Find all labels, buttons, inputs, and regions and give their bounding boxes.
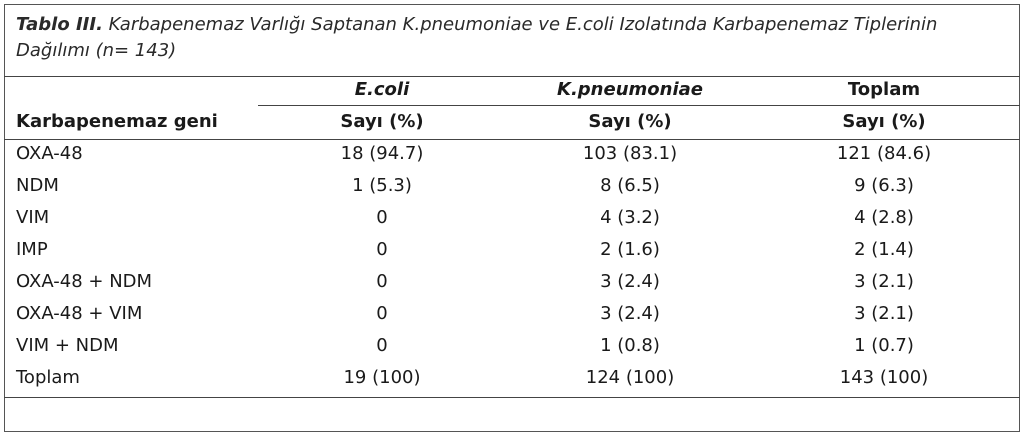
- subheader-kpneumoniae: Sayı (%): [588, 111, 672, 132]
- row-value-kpneumoniae: 3 (2.4): [600, 303, 660, 324]
- row-value-ecoli: 19 (100): [343, 367, 421, 388]
- table-caption: Tablo III. Karbapenemaz Varlığı Saptanan…: [16, 12, 1006, 64]
- row-value-ecoli: 0: [376, 335, 388, 356]
- row-gene: VIM + NDM: [16, 335, 119, 356]
- row-gene: OXA-48: [16, 143, 83, 164]
- caption-lead: Tablo III.: [16, 14, 103, 35]
- row-value-ecoli: 0: [376, 303, 388, 324]
- row-value-total: 3 (2.1): [854, 303, 914, 324]
- row-value-total: 9 (6.3): [854, 175, 914, 196]
- table-frame: [4, 4, 1020, 432]
- row-value-ecoli: 0: [376, 271, 388, 292]
- caption-text: Karbapenemaz Varlığı Saptanan K.pneumoni…: [16, 14, 938, 61]
- row-gene: NDM: [16, 175, 59, 196]
- row-value-ecoli: 1 (5.3): [352, 175, 412, 196]
- row-header-label: Karbapenemaz geni: [16, 111, 218, 132]
- subheader-total: Sayı (%): [842, 111, 926, 132]
- row-value-total: 1 (0.7): [854, 335, 914, 356]
- row-value-kpneumoniae: 4 (3.2): [600, 207, 660, 228]
- row-value-kpneumoniae: 3 (2.4): [600, 271, 660, 292]
- row-gene: IMP: [16, 239, 48, 260]
- row-value-total: 2 (1.4): [854, 239, 914, 260]
- row-value-kpneumoniae: 8 (6.5): [600, 175, 660, 196]
- row-gene: VIM: [16, 207, 50, 228]
- row-value-ecoli: 18 (94.7): [340, 143, 424, 164]
- row-value-total: 143 (100): [839, 367, 929, 388]
- subheader-ecoli: Sayı (%): [340, 111, 424, 132]
- row-value-kpneumoniae: 124 (100): [585, 367, 675, 388]
- rule-group-header: [258, 105, 1020, 106]
- row-value-total: 3 (2.1): [854, 271, 914, 292]
- group-header-ecoli: E.coli: [354, 79, 410, 100]
- group-header-total: Toplam: [847, 79, 921, 100]
- rule-header-bottom: [4, 139, 1020, 140]
- row-gene-total: Toplam: [16, 367, 80, 388]
- row-value-kpneumoniae: 2 (1.6): [600, 239, 660, 260]
- rule-bottom: [4, 397, 1020, 398]
- row-value-kpneumoniae: 1 (0.8): [600, 335, 660, 356]
- row-gene: OXA-48 + NDM: [16, 271, 153, 292]
- row-value-total: 121 (84.6): [836, 143, 932, 164]
- group-header-kpneumoniae: K.pneumoniae: [557, 79, 703, 100]
- rule-top: [4, 76, 1020, 77]
- row-gene: OXA-48 + VIM: [16, 303, 143, 324]
- row-value-total: 4 (2.8): [854, 207, 914, 228]
- row-value-ecoli: 0: [376, 207, 388, 228]
- row-value-ecoli: 0: [376, 239, 388, 260]
- row-value-kpneumoniae: 103 (83.1): [582, 143, 678, 164]
